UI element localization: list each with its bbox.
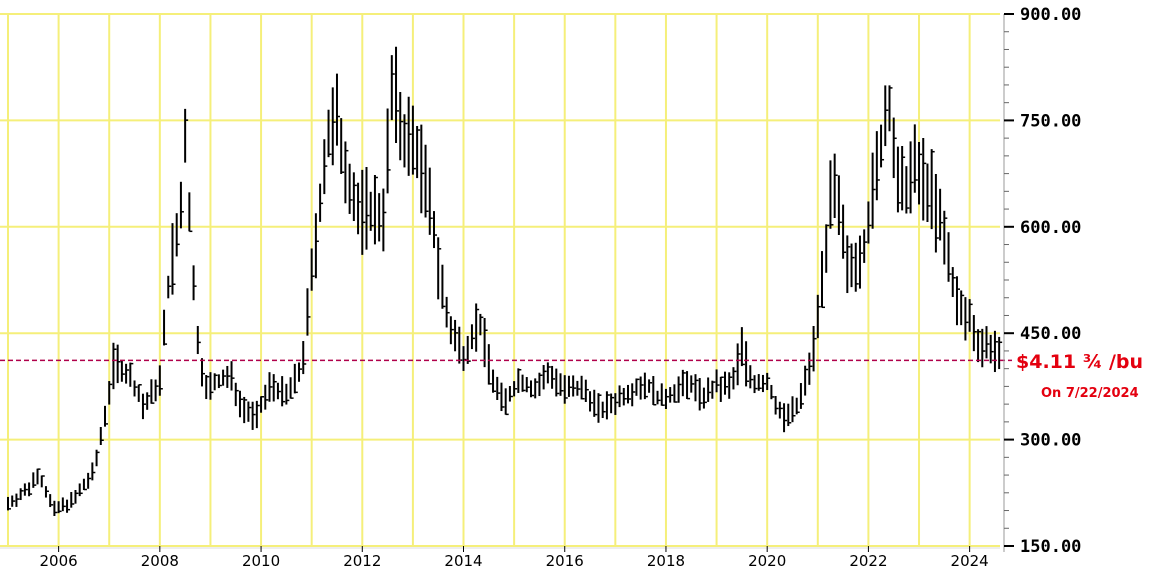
x-axis: 2006 2008 2010 2012 2014 2016 2018 2020 2022 2024 (0, 546, 1000, 570)
y-tick-label: 450.00 (1020, 324, 1081, 344)
x-tick-label: 2012 (343, 552, 381, 570)
current-price-label: $4.11 ¾ /bu (1016, 351, 1144, 373)
x-tick-label: 2010 (242, 552, 280, 570)
x-tick-label: 2022 (849, 552, 887, 570)
x-tick-label: 2014 (444, 552, 482, 570)
y-tick-label: 150.00 (1020, 537, 1081, 557)
price-bars (7, 46, 1003, 517)
chart-grid (0, 13, 1000, 547)
y-tick-label: 600.00 (1020, 218, 1081, 238)
y-tick-label: 300.00 (1020, 431, 1081, 451)
x-tick-label: 2008 (141, 552, 179, 570)
y-axis: 150.00 300.00 450.00 600.00 750.00 900.00 (1003, 5, 1081, 557)
y-tick-label: 900.00 (1020, 5, 1081, 25)
x-tick-label: 2024 (951, 552, 989, 570)
x-tick-label: 2018 (647, 552, 685, 570)
current-price-date: On 7/22/2024 (1041, 386, 1139, 401)
x-tick-label: 2016 (546, 552, 584, 570)
x-tick-label: 2020 (748, 552, 786, 570)
y-tick-label: 750.00 (1020, 111, 1081, 131)
x-tick-label: 2006 (40, 552, 78, 570)
